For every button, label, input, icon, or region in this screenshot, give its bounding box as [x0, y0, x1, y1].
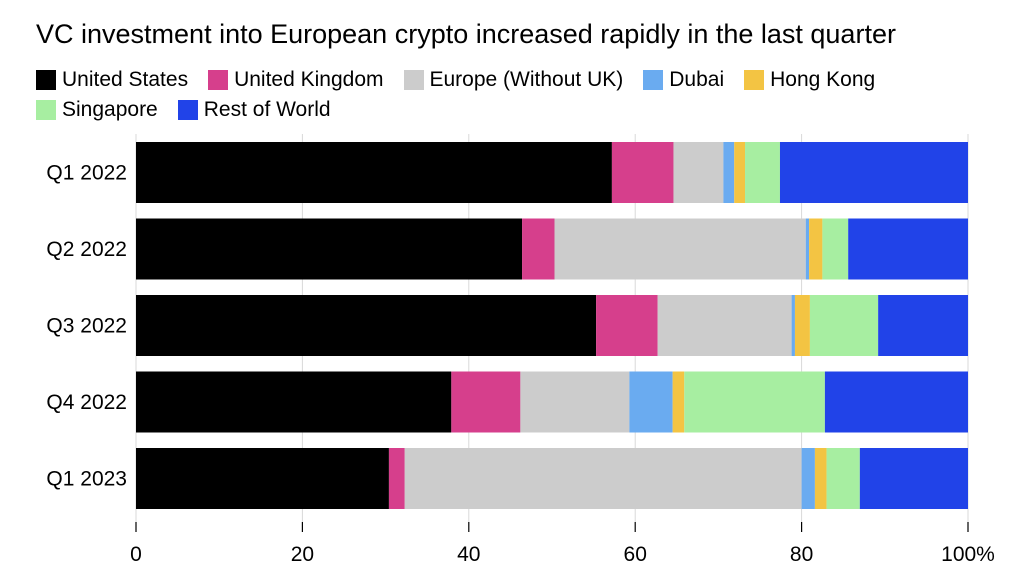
- legend-label-hong-kong: Hong Kong: [770, 68, 876, 91]
- legend-row-2: Singapore Rest of World: [36, 94, 996, 126]
- legend-swatch-rest-of-world: [177, 100, 198, 120]
- bar-segment-q1-2023-singapore: [826, 448, 860, 509]
- y-category-label-q1-2022: Q1 2022: [46, 162, 127, 185]
- bar-segment-q1-2023-united-kingdom: [388, 448, 405, 509]
- legend-item-europe-without-uk: Europe (Without UK): [403, 68, 624, 92]
- legend-swatch-dubai: [643, 70, 664, 90]
- bar-segment-q4-2022-hong-kong: [672, 371, 685, 433]
- bar-segment-q3-2022-europe-without-uk: [657, 295, 792, 356]
- x-tick-label-60: 60: [624, 543, 647, 566]
- bar-segment-q3-2022-united-states: [136, 295, 597, 356]
- bar-segment-q4-2022-dubai: [629, 371, 673, 433]
- bar-segment-q3-2022-singapore: [809, 295, 879, 356]
- bar-segment-q4-2022-united-kingdom: [451, 371, 521, 433]
- bar-segment-q4-2022-singapore: [684, 371, 825, 433]
- x-tick-label-0: 0: [130, 543, 142, 566]
- legend-swatch-europe-without-uk: [403, 70, 424, 90]
- x-tick-label-80: 80: [790, 543, 813, 566]
- y-category-label-q2-2022: Q2 2022: [46, 238, 127, 261]
- bar-segment-q2-2022-rest-of-world: [848, 218, 968, 280]
- legend-swatch-united-kingdom: [208, 70, 229, 90]
- bar-segment-q4-2022-europe-without-uk: [520, 371, 630, 433]
- y-category-label-q4-2022: Q4 2022: [46, 391, 127, 414]
- chart-legend: United States United Kingdom Europe (Wit…: [36, 64, 996, 124]
- bar-segment-q1-2023-united-states: [136, 448, 389, 509]
- bar-segment-q1-2022-europe-without-uk: [673, 142, 724, 203]
- bar-segment-q1-2023-rest-of-world: [859, 448, 968, 509]
- legend-label-singapore: Singapore: [62, 98, 158, 121]
- legend-item-rest-of-world: Rest of World: [177, 98, 331, 122]
- bar-segment-q3-2022-hong-kong: [794, 295, 810, 356]
- bar-segment-q2-2022-singapore: [822, 218, 849, 280]
- bar-segment-q2-2022-europe-without-uk: [554, 218, 806, 280]
- legend-label-dubai: Dubai: [669, 68, 725, 91]
- legend-swatch-singapore: [36, 100, 56, 120]
- legend-item-united-kingdom: United Kingdom: [208, 68, 384, 92]
- bar-segment-q2-2022-dubai: [805, 218, 810, 280]
- bar-segment-q1-2023-dubai: [801, 448, 815, 509]
- bar-segment-q1-2022-singapore: [745, 142, 780, 203]
- bar-segment-q2-2022-united-kingdom: [522, 218, 555, 280]
- bar-segment-q2-2022-hong-kong: [809, 218, 823, 280]
- bar-segment-q4-2022-united-states: [136, 371, 452, 433]
- y-category-label-q3-2022: Q3 2022: [46, 315, 127, 338]
- y-category-label-q1-2023: Q1 2023: [46, 468, 127, 491]
- x-tick-label-40: 40: [457, 543, 480, 566]
- legend-label-united-kingdom: United Kingdom: [234, 68, 384, 91]
- bar-segment-q3-2022-rest-of-world: [878, 295, 968, 356]
- bar-segment-q3-2022-dubai: [791, 295, 795, 356]
- legend-label-rest-of-world: Rest of World: [203, 98, 331, 121]
- chart-title: VC investment into European crypto incre…: [36, 19, 896, 49]
- legend-swatch-hong-kong: [744, 70, 765, 90]
- x-tick-label-100: 100%: [941, 543, 995, 566]
- bar-segment-q1-2022-united-kingdom: [611, 142, 674, 203]
- bar-segment-q1-2022-hong-kong: [734, 142, 746, 203]
- legend-item-dubai: Dubai: [643, 68, 724, 92]
- legend-label-united-states: United States: [62, 68, 189, 91]
- bar-segment-q2-2022-united-states: [136, 218, 523, 280]
- x-tick-label-20: 20: [291, 543, 314, 566]
- legend-row-1: United States United Kingdom Europe (Wit…: [36, 64, 996, 96]
- legend-item-singapore: Singapore: [36, 98, 158, 122]
- bar-segment-q1-2022-rest-of-world: [779, 142, 968, 203]
- bar-segment-q1-2023-hong-kong: [814, 448, 827, 509]
- bar-segment-q1-2022-dubai: [723, 142, 735, 203]
- legend-label-europe-without-uk: Europe (Without UK): [429, 68, 624, 91]
- legend-item-hong-kong: Hong Kong: [744, 68, 875, 92]
- bar-segment-q3-2022-united-kingdom: [596, 295, 658, 356]
- bar-segment-q1-2022-united-states: [136, 142, 612, 203]
- bar-segment-q4-2022-rest-of-world: [824, 371, 968, 433]
- bar-segment-q1-2023-europe-without-uk: [404, 448, 802, 509]
- legend-swatch-united-states: [36, 70, 56, 90]
- legend-item-united-states: United States: [36, 68, 188, 92]
